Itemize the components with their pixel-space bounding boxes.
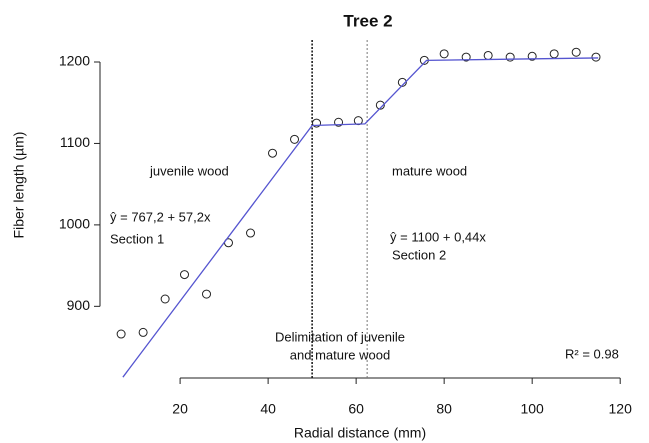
- data-point: [312, 118, 322, 128]
- y-tick-label: 1100: [60, 134, 90, 150]
- annotation: Delimitation of juvenile: [275, 329, 405, 344]
- x-tick-label: 40: [260, 401, 276, 417]
- annotation: Section 2: [392, 247, 446, 262]
- data-point: [483, 50, 493, 60]
- x-tick-label: 100: [520, 401, 544, 417]
- y-tick-label: 1000: [59, 216, 90, 232]
- data-point: [439, 49, 449, 59]
- data-point: [202, 289, 212, 299]
- data-point: [268, 148, 278, 158]
- annotation: R² = 0.98: [565, 346, 619, 361]
- data-point: [375, 100, 385, 110]
- data-point: [160, 294, 170, 304]
- data-point: [397, 77, 407, 87]
- data-point: [571, 47, 581, 57]
- annotation: juvenile wood: [149, 163, 229, 178]
- data-point: [138, 327, 148, 337]
- x-axis-label: Radial distance (mm): [294, 425, 426, 441]
- data-point: [116, 329, 126, 339]
- y-tick-label: 1200: [59, 53, 90, 69]
- data-point: [461, 52, 471, 62]
- y-tick-label: 900: [67, 297, 91, 313]
- data-point: [246, 228, 256, 238]
- chart-title: Tree 2: [343, 11, 392, 30]
- annotation: mature wood: [392, 163, 467, 178]
- x-tick-label: 120: [609, 401, 633, 417]
- data-point: [290, 134, 300, 144]
- data-point: [591, 52, 601, 62]
- x-tick-label: 20: [172, 401, 188, 417]
- data-point: [549, 49, 559, 59]
- x-tick-label: 60: [348, 401, 364, 417]
- data-point: [334, 117, 344, 127]
- y-axis-label: Fiber length (µm): [11, 132, 27, 239]
- annotation: ŷ = 767,2 + 57,2x: [110, 209, 211, 224]
- annotation: and mature wood: [290, 347, 390, 362]
- data-point: [179, 270, 189, 280]
- fitted-line: [122, 57, 599, 378]
- data-point: [527, 51, 537, 61]
- data-point: [505, 52, 515, 62]
- annotation: Section 1: [110, 231, 164, 246]
- annotation: ŷ = 1100 + 0,44x: [390, 229, 486, 244]
- x-tick-label: 80: [436, 401, 452, 417]
